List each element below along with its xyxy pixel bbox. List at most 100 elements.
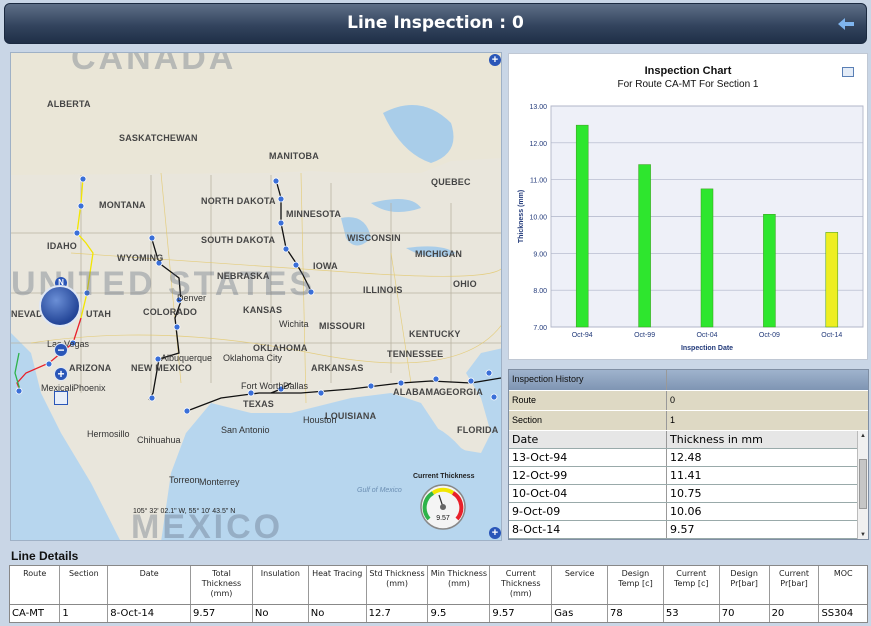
details-col-header: Current Temp [c] [663, 566, 720, 605]
map-label-state: FLORIDA [457, 425, 499, 435]
layers-icon[interactable] [54, 391, 68, 405]
back-arrow-icon[interactable] [838, 17, 854, 31]
map-label-state: NEVADA [11, 309, 50, 319]
chart-bar [825, 232, 839, 328]
y-tick-label: 12.00 [529, 141, 547, 148]
thickness-gauge: 9.57 [420, 484, 466, 530]
gauge-title: Current Thickness [413, 473, 475, 480]
lake-erie [406, 246, 456, 257]
map-label-city: Monterrey [199, 477, 240, 487]
details-col-header: Section [59, 566, 109, 605]
details-cell: 70 [719, 604, 770, 622]
map-label-city: San Antonio [221, 425, 270, 435]
x-tick-label: Oct-09 [759, 332, 780, 339]
y-tick-label: 10.00 [529, 215, 547, 222]
grid-header-date[interactable]: Date [509, 431, 667, 448]
zoom-out-button[interactable]: − [54, 343, 68, 357]
highways [30, 172, 501, 404]
map-label-city: Wichita [279, 319, 309, 329]
map-label-state: MISSOURI [319, 321, 366, 331]
scroll-down-icon[interactable]: ▼ [860, 532, 866, 538]
table-cell: 9-Oct-09 [509, 503, 667, 520]
table-cell: 12-Oct-99 [509, 467, 667, 484]
map-label-state: IOWA [313, 261, 338, 271]
map-label-state: SASKATCHEWAN [119, 133, 198, 143]
chart-bar [763, 214, 776, 328]
table-cell: 8-Oct-14 [509, 521, 667, 538]
table-row[interactable]: 9-Oct-09 10.06 [509, 503, 858, 521]
title-bar: Line Inspection : 0 [4, 3, 867, 44]
pan-control-icon[interactable] [39, 285, 81, 327]
x-axis-label: Inspection Date [681, 345, 733, 352]
y-tick-label: 9.00 [533, 251, 547, 258]
map-label-state: MANITOBA [269, 151, 319, 161]
map-label-city: Mexicali [41, 383, 74, 393]
history-section-label: Section [509, 411, 667, 430]
table-row[interactable]: 13-Oct-94 12.48 [509, 449, 858, 467]
map-label-country: CANADA [71, 52, 237, 77]
map-label-state: ARKANSAS [311, 363, 364, 373]
history-section-row: Section 1 [509, 410, 868, 430]
map-label-city: Torreon [169, 475, 200, 485]
chart-subtitle: For Route CA-MT For Section 1 [617, 79, 759, 90]
map-label-state: GEORGIA [439, 387, 483, 397]
history-grid[interactable]: Date Thickness in mm 13-Oct-94 12.48 12-O… [509, 431, 858, 539]
scroll-up-icon[interactable]: ▲ [860, 433, 866, 439]
map-view[interactable]: CANADA UNITED STATES MEXICO ALBERTA SASK… [10, 52, 502, 541]
details-col-header: Heat Tracing [308, 566, 367, 605]
map-label-state: KENTUCKY [409, 329, 461, 339]
x-tick-label: Oct-99 [634, 332, 655, 339]
map-label-state: WYOMING [117, 253, 164, 263]
line-details-table: Route Section Date Total Thickness (mm) … [9, 565, 868, 623]
map-label-state: OHIO [453, 279, 477, 289]
zoom-in-button[interactable]: + [54, 367, 68, 381]
details-col-header: Min Thickness (mm) [427, 566, 491, 605]
map-label-state: NEBRASKA [217, 271, 270, 281]
map-label-state: TEXAS [243, 399, 275, 409]
expand-map-button[interactable]: + [489, 54, 501, 66]
table-cell: 10.75 [670, 487, 702, 500]
history-header: Inspection History [509, 370, 868, 390]
map-label-state: QUEBEC [431, 177, 471, 187]
y-tick-label: 11.00 [530, 178, 547, 185]
table-cell: 11.41 [670, 469, 702, 482]
map-label-city: Phoenix [73, 383, 106, 393]
details-header-row: Route Section Date Total Thickness (mm) … [10, 566, 867, 605]
details-data-row[interactable]: CA-MT 1 8-Oct-14 9.57 No No 12.7 9.5 9.5… [10, 604, 867, 622]
lake-superior [371, 199, 421, 212]
map-label-city: Denver [177, 293, 207, 303]
y-tick-label: 8.00 [533, 288, 547, 295]
map-label-state: LOUISIANA [325, 411, 377, 421]
map-label-city: Hermosillo [87, 429, 130, 439]
line-details-title: Line Details [11, 549, 79, 563]
pacific-water [11, 333, 120, 540]
chart-plot: 7.00 8.00 9.00 10.00 11.00 12.00 13.00 Oct-94 Oc… [518, 104, 864, 352]
route-markers[interactable] [15, 175, 498, 415]
history-scrollbar[interactable]: ▲ ▼ [857, 431, 868, 539]
chart-export-icon[interactable] [842, 67, 854, 77]
expand-gauge-button[interactable]: + [489, 527, 501, 539]
details-col-header: Route [10, 566, 61, 605]
map-canvas[interactable] [11, 53, 502, 541]
grid-header-thickness[interactable]: Thickness in mm [670, 433, 763, 446]
chart-bar [700, 188, 714, 328]
table-row[interactable]: 10-Oct-04 10.75 [509, 485, 858, 503]
page-title: Line Inspection : 0 [347, 13, 524, 33]
table-row[interactable]: 8-Oct-14 9.57 [509, 521, 858, 539]
details-col-header: Current Pr[bar] [769, 566, 820, 605]
details-cell: 9.57 [190, 604, 253, 622]
map-label-city: Houston [303, 415, 337, 425]
map-label-city: Chihuahua [137, 435, 181, 445]
history-route-value: 0 [670, 395, 676, 405]
table-row[interactable]: 12-Oct-99 11.41 [509, 467, 858, 485]
x-tick-label: Oct-14 [821, 332, 842, 339]
history-title: Inspection History [509, 370, 667, 390]
scroll-thumb[interactable] [859, 459, 867, 509]
table-cell: 9.57 [670, 523, 695, 536]
map-label-state: MICHIGAN [415, 249, 463, 259]
hudson-bay [383, 105, 454, 163]
details-cell: 9.5 [427, 604, 491, 622]
details-col-header: Insulation [252, 566, 309, 605]
gauge-value: 9.57 [436, 515, 450, 522]
canada-region [11, 53, 501, 175]
